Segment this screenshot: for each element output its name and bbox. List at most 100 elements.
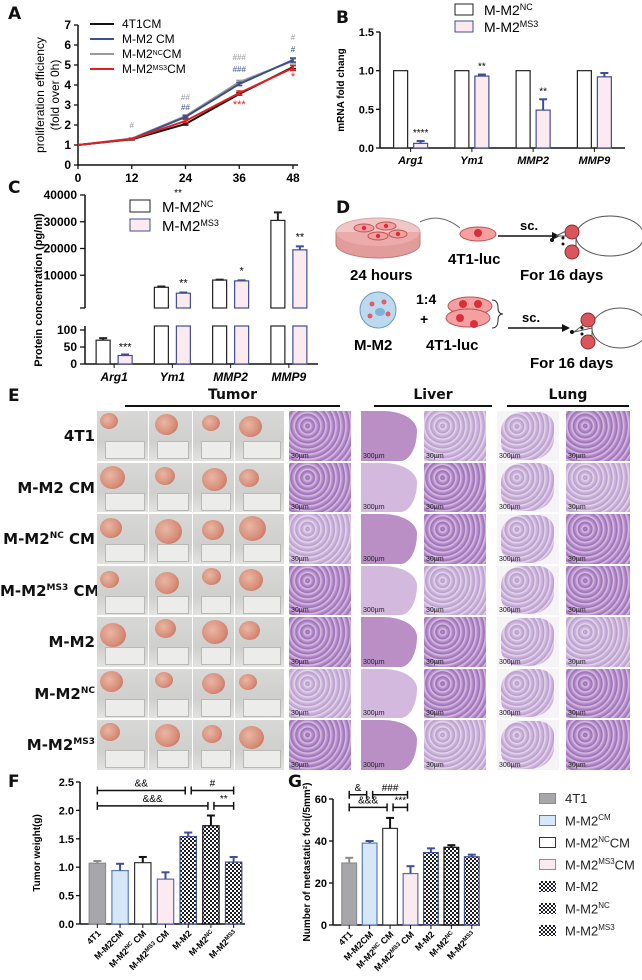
histology-high-mag: 30µm (289, 668, 351, 718)
svg-text:2: 2 (64, 118, 71, 132)
d-row1-arrow-label: sc. (520, 218, 538, 233)
svg-text:40000: 40000 (44, 190, 78, 202)
svg-text:**: ** (174, 188, 182, 199)
svg-text:###: ### (233, 53, 247, 62)
scale-bar-label: 30µm (426, 710, 444, 717)
legend-label: M-M2MS3 (565, 923, 615, 939)
svg-text:0.5: 0.5 (359, 104, 374, 116)
lung-low-mag: 300µm (497, 411, 559, 461)
panel-d-schematic: sc. 24 hours 4T1-luc For 16 days 1:4 + s… (335, 215, 642, 370)
svg-text:2.5: 2.5 (59, 777, 74, 789)
row-label: M-M2MS3 (26, 736, 95, 754)
scale-bar-label: 30µm (291, 607, 309, 614)
tumor-photo (149, 617, 192, 667)
lung-low-mag: 300µm (497, 720, 559, 770)
mouse-icon-2 (570, 307, 642, 350)
histology-high-mag: 30µm (566, 617, 630, 667)
histology-high-mag: 30µm (424, 514, 486, 564)
scale-bar-label: 30µm (426, 658, 444, 666)
svg-text:#: # (291, 45, 296, 54)
svg-text:Ym1: Ym1 (460, 155, 483, 167)
section-header-liver: Liver (413, 387, 453, 403)
legend-item: M-M2 (539, 879, 598, 894)
row-label: 4T1 (63, 427, 95, 445)
svg-text:Ym1: Ym1 (160, 370, 186, 384)
svg-text:24: 24 (179, 171, 193, 185)
legend-item: M-M2NC (539, 901, 610, 916)
row-label: M-M2 (48, 633, 95, 651)
scale-bar-label: 30µm (291, 710, 309, 717)
legend-swatch (539, 859, 556, 871)
scale-bar-label: 300µm (499, 452, 521, 460)
histology-high-mag: 30µm (566, 668, 630, 718)
legend-label: M-M2MS3CM (565, 857, 635, 873)
mouse-icon-1 (550, 215, 642, 260)
liver-low-mag: 300µm (361, 668, 423, 718)
tumor-photo (193, 565, 234, 615)
panel-d-letter: D (336, 198, 351, 218)
histology-high-mag: 30µm (424, 617, 486, 667)
tumor-photo (149, 462, 192, 512)
scale-bar-label: 30µm (426, 504, 444, 511)
svg-text:MMP2: MMP2 (213, 370, 248, 384)
tumor-photo (235, 720, 284, 770)
svg-text:****: **** (413, 128, 429, 139)
svg-text:mRNA fold chang: mRNA fold chang (336, 48, 347, 132)
panel-c-letter: C (8, 178, 21, 198)
svg-text:1.0: 1.0 (59, 862, 74, 874)
svg-text:MMP2: MMP2 (517, 155, 549, 167)
tumor-photo (193, 668, 234, 718)
svg-text:&&&: &&& (143, 794, 163, 805)
culture-dish-icon (335, 217, 421, 259)
liver-low-mag: 300µm (361, 462, 423, 512)
histology-high-mag: 30µm (289, 617, 351, 667)
scale-bar-label: 300µm (363, 504, 385, 511)
histology-high-mag: 30µm (566, 462, 630, 512)
histology-high-mag: 30µm (289, 411, 351, 461)
scale-bar-label: 30µm (568, 658, 586, 666)
panel-e-letter: E (8, 386, 20, 406)
scale-bar-label: 300µm (363, 607, 385, 614)
tumor-photo (97, 411, 148, 461)
section-divider (374, 405, 492, 407)
tumor-cell-icon (459, 226, 497, 242)
tumor-photo (149, 720, 192, 770)
tumor-photo (193, 720, 234, 770)
svg-text:30000: 30000 (44, 215, 78, 229)
svg-text:M-M2NC: M-M2NC (484, 2, 533, 18)
scale-bar-label: 300µm (363, 452, 385, 460)
scale-bar-label: 300µm (499, 555, 521, 563)
scale-bar-label: 30µm (568, 504, 586, 511)
svg-text:M-M2MS3: M-M2MS3 (484, 19, 538, 35)
legend-item: M-M2MS3CM (539, 857, 635, 872)
svg-text:Arg1: Arg1 (99, 370, 128, 384)
legend-item: M-M2MS3 (539, 923, 615, 938)
svg-text:*: * (239, 265, 244, 277)
scale-bar-label: 300µm (363, 761, 385, 769)
histology-high-mag: 30µm (289, 462, 351, 512)
svg-text:36: 36 (233, 171, 247, 185)
svg-text:#: # (210, 779, 216, 790)
panel-a-letter: A (8, 4, 22, 24)
row-label: M-M2MS3 CM (0, 581, 100, 600)
svg-text:(fold over 0h): (fold over 0h) (48, 60, 62, 131)
section-divider (507, 405, 629, 407)
row-label: M-M2NC (34, 684, 95, 703)
scale-bar-label: 30µm (291, 761, 309, 769)
macrophage-icon (359, 291, 397, 329)
svg-text:&&: && (135, 779, 149, 790)
tumor-photo (97, 462, 148, 512)
d-row2-cell-caption: 4T1-luc (426, 337, 479, 354)
histology-high-mag: 30µm (424, 411, 486, 461)
legend-swatch (539, 793, 556, 804)
svg-text:***: *** (394, 795, 406, 806)
panel-b-letter: B (336, 8, 349, 28)
scale-bar-label: 300µm (499, 658, 521, 666)
d-row1-right-caption: For 16 days (520, 267, 603, 284)
tumor-photo (97, 668, 148, 718)
d-row1-cell-caption: 4T1-luc (448, 251, 501, 268)
scale-bar-label: 300µm (499, 504, 521, 511)
svg-text:MMP9: MMP9 (578, 155, 611, 167)
svg-text:1: 1 (64, 138, 71, 152)
